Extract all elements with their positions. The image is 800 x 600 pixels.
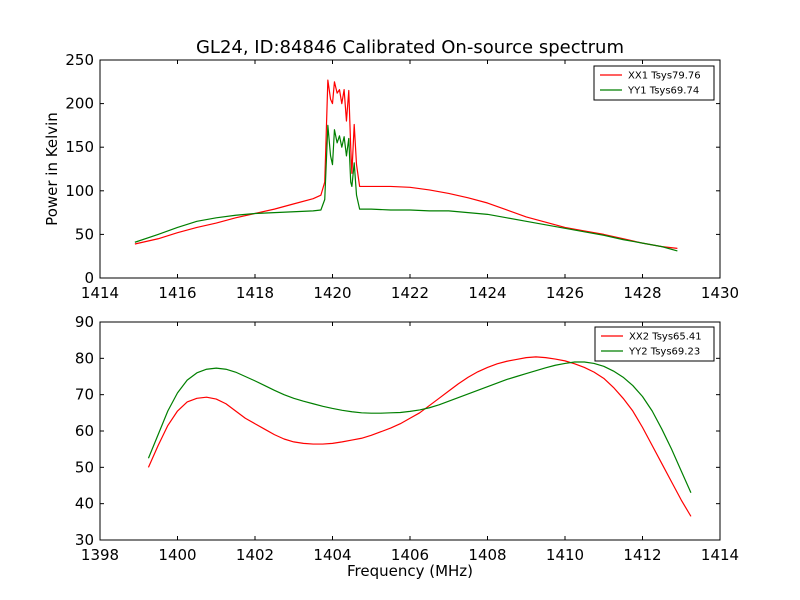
panel-1-y-tick-label: 250 bbox=[65, 51, 94, 69]
panel-1-x-tick-label: 1422 bbox=[391, 284, 429, 302]
panel-2-legend: XX2 Tsys65.41 YY2 Tsys69.23 bbox=[594, 326, 715, 362]
panel-2-y-tick-label: 50 bbox=[75, 458, 94, 476]
panel-2-y-tick-label: 30 bbox=[75, 531, 94, 549]
panel-1-series-2-line bbox=[134, 124, 678, 252]
panel-2-x-tick-label: 1414 bbox=[701, 546, 739, 564]
panel-1-y-tick-label: 150 bbox=[65, 138, 94, 156]
panel-2-x-tick-label: 1398 bbox=[81, 546, 119, 564]
panel-1-y-tick-label: 200 bbox=[65, 95, 94, 113]
panel-2-y-tick-label: 80 bbox=[75, 349, 94, 367]
panel-2-x-tick-label: 1406 bbox=[391, 546, 429, 564]
panel-1-legend-label-2: YY1 Tsys69.74 bbox=[627, 86, 699, 97]
panel-2-x-tick-label: 1410 bbox=[546, 546, 584, 564]
panel-1-y-tick-label: 0 bbox=[84, 269, 94, 287]
figure-title: GL24, ID:84846 Calibrated On-source spec… bbox=[196, 37, 624, 58]
panel-2-x-tick-label: 1404 bbox=[313, 546, 351, 564]
panel-2-legend-label-2: YY2 Tsys69.23 bbox=[628, 347, 700, 358]
panel-1-legend-box bbox=[593, 65, 715, 101]
panel-2-y-tick-label: 40 bbox=[75, 495, 94, 513]
panel-2: 1398 1400 1402 1404 1406 1408 1410 1412 1414 30 40… bbox=[75, 313, 739, 580]
panel-1-x-tick-label: 1418 bbox=[236, 284, 274, 302]
panel-2-x-tick-label: 1412 bbox=[623, 546, 661, 564]
panel-2-x-tick-label: 1400 bbox=[158, 546, 196, 564]
panel-2-legend-label-1: XX2 Tsys65.41 bbox=[629, 332, 702, 343]
panel-1-x-tick-label: 1426 bbox=[546, 284, 584, 302]
panel-2-legend-box bbox=[594, 326, 715, 362]
panel-2-x-axis-label: Frequency (MHz) bbox=[347, 562, 473, 580]
panel-2-series-2-line bbox=[147, 361, 692, 494]
panel-1-y-tick-label: 50 bbox=[75, 225, 94, 243]
panel-2-y-tick-label: 90 bbox=[75, 313, 94, 331]
panel-2-x-tick-label: 1408 bbox=[468, 546, 506, 564]
panel-1-y-axis-label: Power in Kelvin bbox=[43, 112, 61, 226]
panel-1-x-tick-label: 1420 bbox=[313, 284, 351, 302]
panel-2-y-tick-label: 60 bbox=[75, 422, 94, 440]
panel-1-x-tick-label: 1424 bbox=[468, 284, 506, 302]
panel-1-x-tick-label: 1416 bbox=[158, 284, 196, 302]
panel-1: 1414 1416 1418 1420 1422 1424 1426 1428 1430 0 50 1… bbox=[43, 51, 739, 302]
panel-2-x-tick-label: 1402 bbox=[236, 546, 274, 564]
panel-1-y-tick-label: 100 bbox=[65, 182, 94, 200]
panel-1-legend: XX1 Tsys79.76 YY1 Tsys69.74 bbox=[593, 65, 715, 101]
panel-2-series-1-line bbox=[147, 356, 692, 517]
panel-1-x-tick-label: 1430 bbox=[701, 284, 739, 302]
panel-1-series-1-line bbox=[134, 79, 678, 249]
panel-2-y-tick-label: 70 bbox=[75, 386, 94, 404]
panel-1-x-tick-label: 1428 bbox=[623, 284, 661, 302]
panel-1-x-tick-label: 1414 bbox=[81, 284, 119, 302]
panel-1-legend-label-1: XX1 Tsys79.76 bbox=[628, 71, 701, 82]
